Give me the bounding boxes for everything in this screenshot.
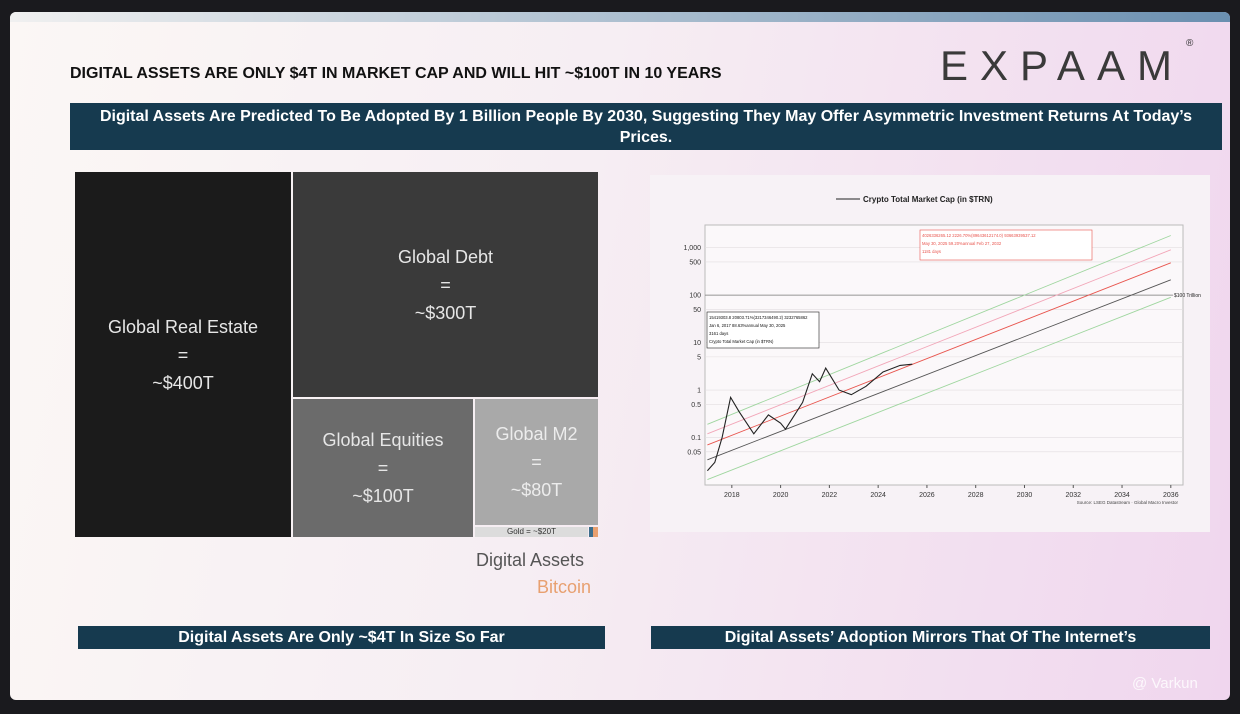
- legend-label: Crypto Total Market Cap (in $TRN): [863, 195, 993, 204]
- annotation-text: Crypto Total Market Cap (in $TRN): [709, 339, 774, 344]
- x-tick-label: 2034: [1114, 492, 1130, 499]
- logo-mark: ®: [1186, 38, 1194, 49]
- y-tick-label: 100: [689, 293, 701, 300]
- y-tick-label: 5: [697, 354, 701, 361]
- cell-label: ~$100T: [352, 486, 414, 506]
- digital-assets-cell: [589, 527, 593, 537]
- cell-label: ~$300T: [414, 302, 477, 323]
- treemap-cell: Global Real Estate = ~$400T: [75, 172, 291, 537]
- chart: 1,000 500 100 50 10 5 1 0.5 0.1 0.05 2018 2020 2022 2…: [650, 175, 1210, 532]
- series-line: [707, 262, 1171, 446]
- logo: EXPAAM: [940, 42, 1184, 89]
- y-tick-label: 1,000: [683, 245, 701, 252]
- x-tick-label: 2026: [919, 492, 935, 499]
- x-tick-label: 2028: [968, 492, 984, 499]
- y-tick-label: 0.05: [687, 449, 701, 456]
- x-tick-label: 2022: [822, 492, 838, 499]
- y-tick-label: 500: [689, 259, 701, 266]
- top-strip: [10, 12, 1230, 22]
- annotation-text: 4026336265.12 2226.70%(89643612174.0) 93…: [922, 233, 1036, 238]
- bitcoin-cell: [593, 527, 598, 537]
- y-tick-label: 0.1: [691, 435, 701, 442]
- x-tick-label: 2032: [1065, 492, 1081, 499]
- x-tick-label: 2024: [870, 492, 886, 499]
- legend-label: Bitcoin: [537, 577, 592, 597]
- annotation-text: 3161 days: [709, 331, 728, 336]
- cell-label: Global Real Estate: [107, 316, 259, 337]
- series-line: [707, 279, 1171, 461]
- cell-label: =: [377, 458, 389, 478]
- caption: Digital Assets Are Only ~$4T In Size So …: [78, 626, 605, 649]
- cell-label: Global Debt: [397, 246, 494, 267]
- cell-label: ~$400T: [152, 372, 214, 393]
- x-tick-label: 2018: [724, 492, 740, 499]
- cell-label: Global Equities: [322, 430, 444, 450]
- x-tick-label: 2020: [773, 492, 789, 499]
- source: Source: LSEG Datastream · Global Macro I…: [1077, 500, 1179, 505]
- y-tick-label: 50: [693, 307, 701, 314]
- annotation-text: Jan 6, 2017 88.63%annual May 30, 2025: [709, 323, 786, 328]
- y-tick-label: 1: [697, 388, 701, 395]
- cell-label: =: [531, 452, 542, 472]
- cell-label: ~$80T: [510, 480, 563, 500]
- annotation-box: [919, 229, 1093, 261]
- legend-label: Digital Assets: [476, 550, 585, 570]
- series-line: [707, 296, 1171, 481]
- treemap-cell: Global Debt = ~$300T: [293, 172, 598, 397]
- banner: Digital Assets Are Predicted To Be Adopt…: [70, 103, 1222, 150]
- x-tick-label: 2030: [1017, 492, 1033, 499]
- annotation-text: 1181 days: [922, 249, 941, 254]
- annotation-box: [706, 311, 820, 349]
- y-tick-label: 0.5: [691, 402, 701, 409]
- treemap-cell: Global Equities = ~$100T: [293, 399, 473, 537]
- gold-cell: Gold = ~$20T: [475, 527, 588, 537]
- slide: DIGITAL ASSETS ARE ONLY $4T IN MARKET CA…: [10, 12, 1230, 700]
- series-line: [707, 235, 1171, 425]
- y-tick-label: 10: [693, 340, 701, 347]
- series-line: [707, 249, 1171, 435]
- slide-title: DIGITAL ASSETS ARE ONLY $4T IN MARKET CA…: [70, 65, 722, 82]
- x-tick-label: 2036: [1163, 492, 1179, 499]
- watermark: @ Varkun: [1132, 675, 1198, 692]
- annotation-text: May 30, 2025 59.20%annual Feb 27, 2032: [922, 241, 1002, 246]
- series-line: [706, 363, 913, 472]
- annotation-text: 15419303.8 20803.71%(3217346490.2) 32327…: [709, 315, 808, 320]
- caption: Digital Assets’ Adoption Mirrors That Of…: [651, 626, 1210, 649]
- treemap-cell: Global M2 = ~$80T: [475, 399, 598, 525]
- plot-area: [704, 224, 1184, 486]
- cell-label: Global M2: [495, 424, 578, 444]
- cell-label: =: [177, 344, 189, 365]
- cell-label: =: [440, 274, 451, 295]
- reference-label: $100 Trillion: [1174, 293, 1201, 299]
